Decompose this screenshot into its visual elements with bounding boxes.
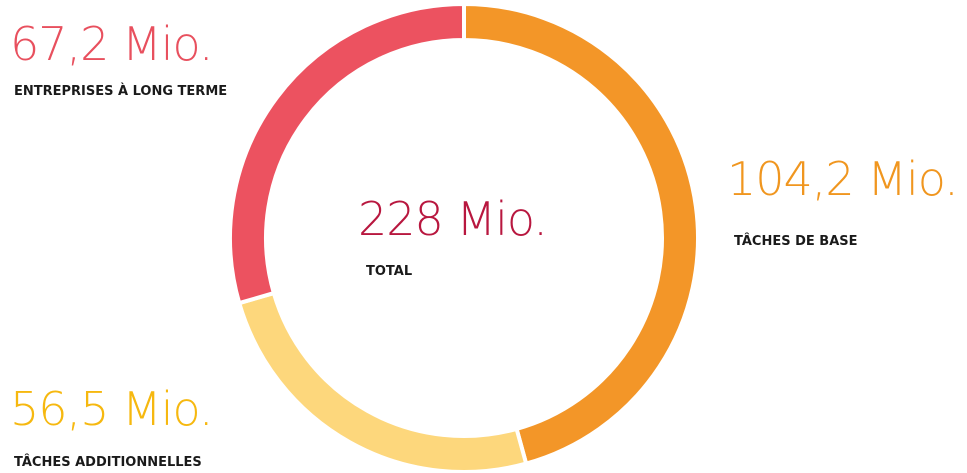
value-label: 56,5 Mio. (10, 382, 212, 436)
donut-segment (236, 290, 529, 473)
value-label: 104,2 Mio. (727, 152, 958, 206)
center-label: 228 Mio. (358, 192, 547, 246)
category-label: TÂCHES ADDITIONNELLES (14, 454, 202, 470)
category-label: ENTREPRISES À LONG TERME (14, 83, 227, 99)
donut (228, 1, 701, 473)
value-label: 67,2 Mio. (10, 17, 212, 71)
category-label: TÂCHES DE BASE (734, 233, 858, 249)
donut-segment (228, 1, 466, 306)
center-caption: TOTAL (366, 264, 412, 279)
